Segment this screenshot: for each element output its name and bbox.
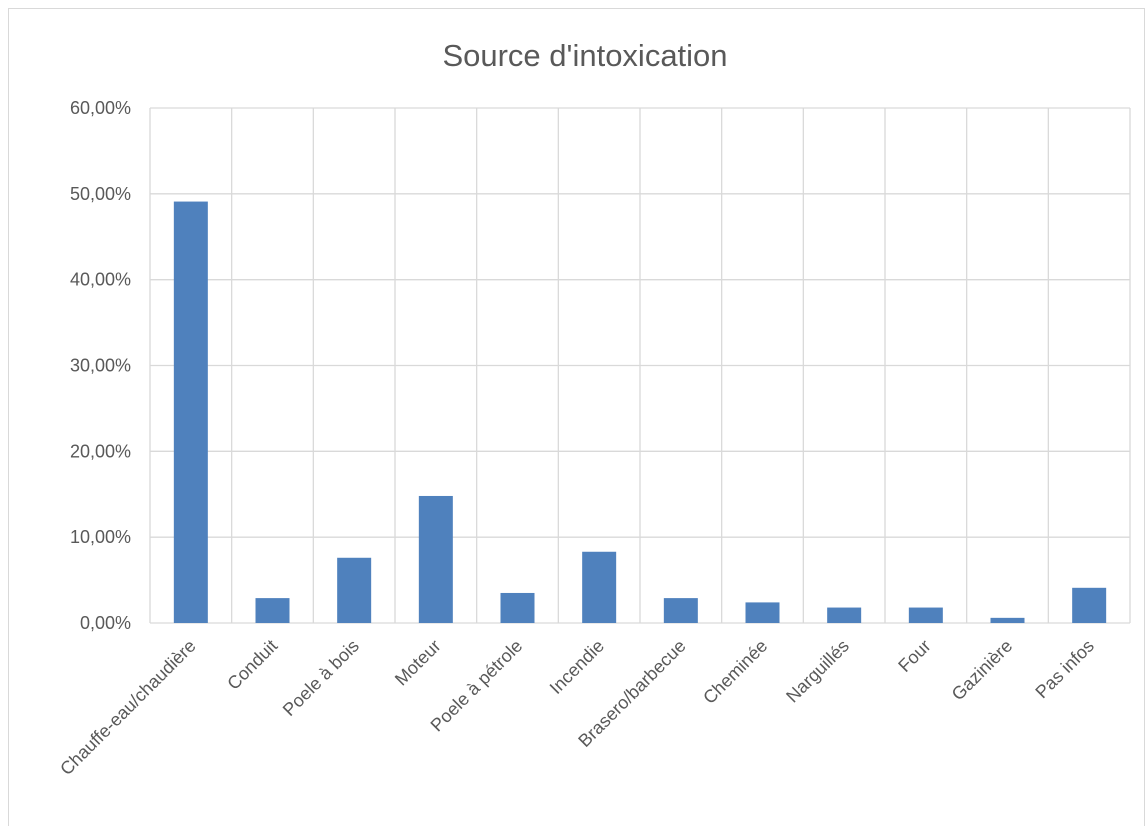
y-tick-label: 60,00% (70, 98, 131, 118)
bar (337, 557, 372, 623)
y-tick-label: 0,00% (80, 613, 131, 633)
y-tick-label: 20,00% (70, 441, 131, 461)
bar (500, 592, 535, 623)
bar (990, 617, 1025, 623)
y-tick-label: 10,00% (70, 527, 131, 547)
bar (582, 551, 617, 623)
x-tick-label: Four (894, 636, 934, 676)
x-tick-label: Chauffe-eau/chaudière (56, 636, 199, 779)
x-tick-label: Poele à bois (279, 636, 363, 720)
bar (255, 598, 290, 623)
x-tick-label: Conduit (223, 636, 281, 694)
bar (908, 607, 943, 623)
bars (173, 201, 1107, 623)
x-tick-label: Cheminée (699, 636, 771, 708)
y-tick-label: 50,00% (70, 184, 131, 204)
bar (418, 495, 453, 623)
bar (173, 201, 208, 623)
y-tick-label: 40,00% (70, 270, 131, 290)
bar (745, 602, 780, 623)
x-tick-label: Moteur (391, 636, 445, 690)
y-tick-label: 30,00% (70, 356, 131, 376)
x-tick-label: Pas infos (1031, 636, 1098, 703)
x-tick-label: Gazinière (948, 636, 1017, 705)
x-tick-label: Narguillés (782, 636, 853, 707)
bar (663, 598, 698, 623)
chart-title: Source d'intoxication (442, 38, 727, 73)
y-axis-ticks: 0,00% 10,00% 20,00% 30,00% 40,00% 50,00% 60,00… (70, 98, 131, 633)
gridlines (149, 107, 1131, 624)
bar (827, 607, 862, 623)
bar (1072, 587, 1107, 623)
x-tick-label: Incendie (546, 636, 608, 698)
